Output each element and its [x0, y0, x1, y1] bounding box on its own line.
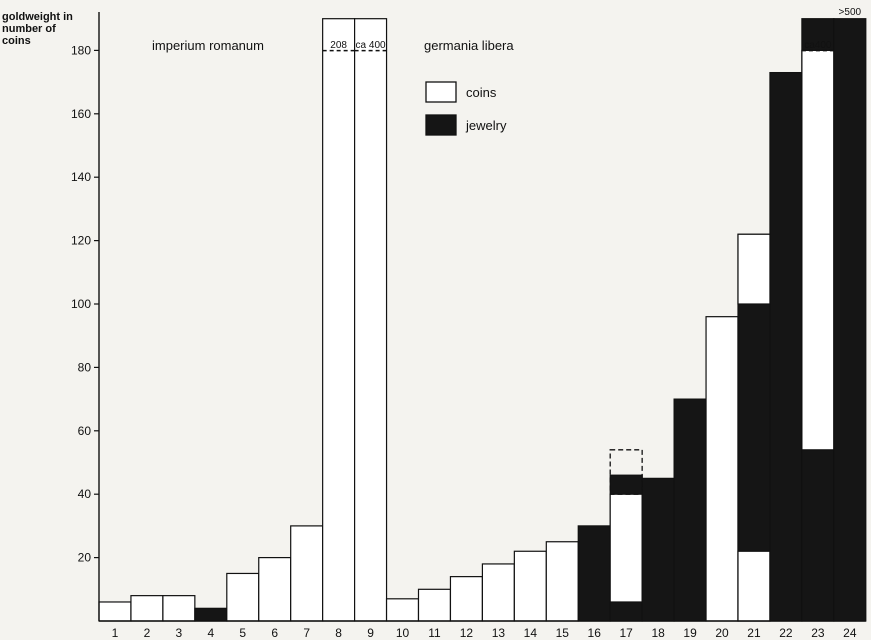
- jewelry-bar-18: [641, 477, 675, 622]
- y-axis-label-line-1: goldweight in: [2, 11, 73, 23]
- coins-bar-23: [801, 49, 835, 451]
- coins-bar-9: [354, 18, 388, 622]
- coins-bar-5: [226, 572, 260, 622]
- axes: [94, 12, 866, 622]
- category-label-2: 2: [144, 626, 151, 640]
- legend-swatch-jewelry: [425, 114, 457, 136]
- category-label-9: 9: [367, 626, 374, 640]
- category-label-1: 1: [112, 626, 119, 640]
- category-label-13: 13: [492, 626, 506, 640]
- value-label-23: ca400: [804, 40, 832, 51]
- category-label-8: 8: [335, 626, 342, 640]
- jewelry-bar-4: [194, 607, 228, 622]
- y-tick-label-180: 180: [71, 43, 91, 57]
- category-label-14: 14: [524, 626, 538, 640]
- uncertain-extensions-layer: [322, 49, 834, 495]
- category-label-3: 3: [176, 626, 183, 640]
- y-tick-label-100: 100: [71, 297, 91, 311]
- y-tick-label-20: 20: [78, 551, 92, 565]
- coins-bar-10: [385, 598, 420, 622]
- y-tick-label-140: 140: [71, 170, 91, 184]
- jewelry-bar-16: [577, 525, 611, 622]
- y-tick-label-40: 40: [78, 487, 92, 501]
- coins-bar-20: [705, 316, 739, 622]
- y-tick-label-160: 160: [71, 107, 91, 121]
- category-label-11: 11: [428, 626, 441, 640]
- category-label-15: 15: [556, 626, 570, 640]
- uncertain-extension-17: [609, 449, 643, 495]
- coins-bar-21: [737, 550, 771, 622]
- section-label-germania: germania libera: [424, 38, 514, 53]
- category-label-10: 10: [396, 626, 410, 640]
- coins-bar-7: [290, 525, 324, 622]
- category-label-24: 24: [843, 626, 857, 640]
- coins-bar-1: [98, 601, 132, 622]
- legend-label-coins: coins: [466, 85, 497, 100]
- jewelry-bar-19: [673, 398, 707, 622]
- coins-bar-8: [322, 18, 356, 622]
- coins-bar-2: [130, 595, 164, 622]
- category-label-19: 19: [683, 626, 697, 640]
- category-label-5: 5: [239, 626, 246, 640]
- y-axis-label-line-2: number of: [2, 23, 56, 35]
- jewelry-bar-22: [769, 71, 803, 622]
- category-label-18: 18: [651, 626, 665, 640]
- coins-bar-15: [545, 541, 579, 622]
- category-label-7: 7: [303, 626, 310, 640]
- category-label-23: 23: [811, 626, 825, 640]
- y-tick-label-80: 80: [78, 360, 92, 374]
- y-axis-label: goldweight in number of coins: [2, 11, 73, 47]
- y-axis-label-line-3: coins: [2, 35, 31, 47]
- category-label-12: 12: [460, 626, 474, 640]
- coins-bar-11: [417, 588, 452, 622]
- legend-swatch-coins: [425, 81, 457, 103]
- category-label-21: 21: [747, 626, 761, 640]
- coins-bar-6: [258, 556, 292, 622]
- coins-bar-14: [513, 550, 547, 622]
- legend: coins jewelry: [425, 81, 507, 136]
- category-label-17: 17: [619, 626, 633, 640]
- coins-bar-21-top: [737, 233, 771, 305]
- value-label-9: ca 400: [356, 40, 386, 51]
- category-label-22: 22: [779, 626, 793, 640]
- y-tick-label-120: 120: [71, 234, 91, 248]
- coins-bar-12: [449, 576, 484, 622]
- category-label-4: 4: [207, 626, 214, 640]
- jewelry-bar-24: [833, 18, 867, 622]
- bars-layer: [98, 18, 867, 622]
- category-label-6: 6: [271, 626, 278, 640]
- coins-bar-3: [162, 595, 196, 622]
- legend-label-jewelry: jewelry: [465, 118, 507, 133]
- value-label-24: >500: [839, 7, 862, 18]
- y-tick-label-60: 60: [78, 424, 92, 438]
- section-label-imperium: imperium romanum: [152, 38, 264, 53]
- coins-bar-13: [481, 563, 515, 622]
- value-label-8: 208: [330, 40, 347, 51]
- category-label-20: 20: [715, 626, 729, 640]
- category-label-16: 16: [588, 626, 602, 640]
- coins-bar-17: [609, 493, 643, 603]
